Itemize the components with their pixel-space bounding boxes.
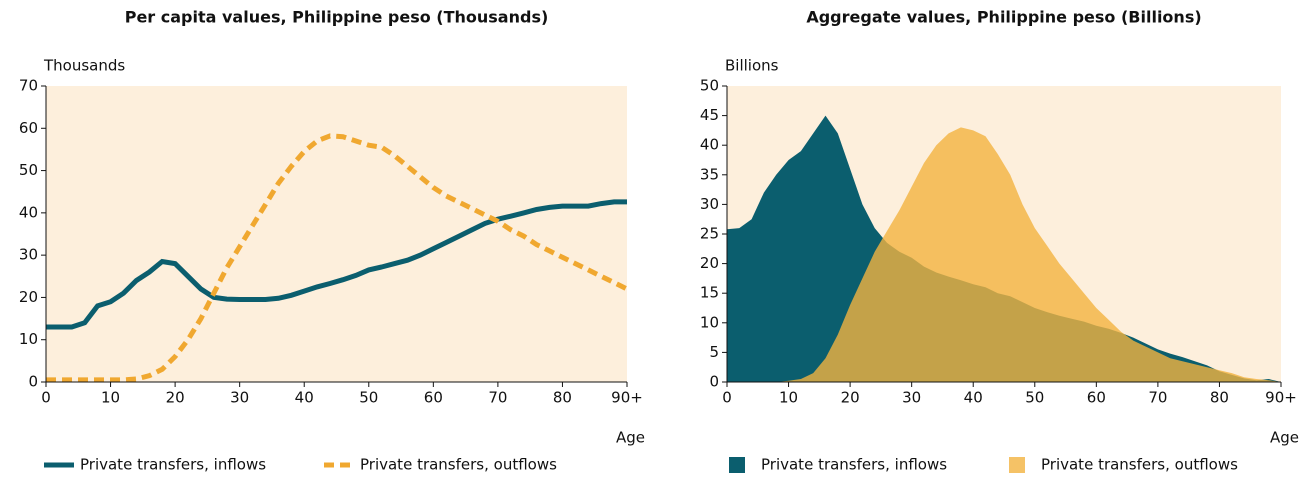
x-tick-label: 50 — [1025, 389, 1044, 407]
legend-swatch — [1009, 457, 1025, 473]
x-tick-label: 90+ — [1265, 389, 1297, 407]
x-tick-label: 70 — [1148, 389, 1167, 407]
y-tick-label: 40 — [19, 203, 38, 221]
y-tick-label: 15 — [700, 284, 719, 302]
plot-background — [46, 86, 627, 382]
x-tick-label: 10 — [779, 389, 798, 407]
legend-swatch — [729, 457, 745, 473]
legend-label: Private transfers, inflows — [761, 456, 947, 474]
y-tick-label: 50 — [700, 77, 719, 95]
y-tick-label: 20 — [700, 254, 719, 272]
x-tick-label: 80 — [1210, 389, 1229, 407]
y-tick-label: 20 — [19, 288, 38, 306]
y-tick-label: 30 — [19, 246, 38, 264]
y-tick-label: 5 — [709, 343, 719, 361]
x-tick-label: 10 — [101, 389, 120, 407]
legend-label: Private transfers, inflows — [80, 456, 266, 474]
y-tick-label: 70 — [19, 77, 38, 95]
series-line — [46, 133, 629, 383]
y-axis-label: Billions — [725, 57, 779, 75]
x-tick-label: 0 — [722, 389, 732, 407]
x-tick-label: 80 — [553, 389, 572, 407]
x-tick-label: 90+ — [611, 389, 643, 407]
y-tick-label: 10 — [19, 330, 38, 348]
x-tick-label: 30 — [230, 389, 249, 407]
x-tick-label: 70 — [488, 389, 507, 407]
series-line — [46, 199, 627, 330]
y-tick-label: 60 — [19, 119, 38, 137]
y-tick-label: 0 — [709, 373, 719, 391]
y-tick-label: 10 — [700, 313, 719, 331]
x-tick-label: 0 — [41, 389, 51, 407]
y-axis-label: Thousands — [43, 57, 125, 75]
y-tick-label: 45 — [700, 106, 719, 124]
y-tick-label: 30 — [700, 195, 719, 213]
x-tick-label: 20 — [166, 389, 185, 407]
y-tick-label: 35 — [700, 165, 719, 183]
x-tick-label: 60 — [424, 389, 443, 407]
chart-title: Per capita values, Philippine peso (Thou… — [125, 8, 549, 27]
legend-label: Private transfers, outflows — [360, 456, 557, 474]
series-area — [727, 127, 1281, 383]
y-tick-label: 40 — [700, 136, 719, 154]
y-tick-label: 50 — [19, 161, 38, 179]
y-tick-label: 25 — [700, 225, 719, 243]
x-tick-label: 50 — [359, 389, 378, 407]
x-tick-label: 40 — [295, 389, 314, 407]
x-axis-label: Age — [616, 429, 645, 447]
y-tick-label: 0 — [28, 373, 38, 391]
x-axis-label: Age — [1270, 429, 1299, 447]
x-tick-label: 30 — [902, 389, 921, 407]
chart-title: Aggregate values, Philippine peso (Billi… — [806, 8, 1201, 27]
x-tick-label: 60 — [1087, 389, 1106, 407]
x-tick-label: 40 — [964, 389, 983, 407]
x-tick-label: 20 — [841, 389, 860, 407]
legend-label: Private transfers, outflows — [1041, 456, 1238, 474]
